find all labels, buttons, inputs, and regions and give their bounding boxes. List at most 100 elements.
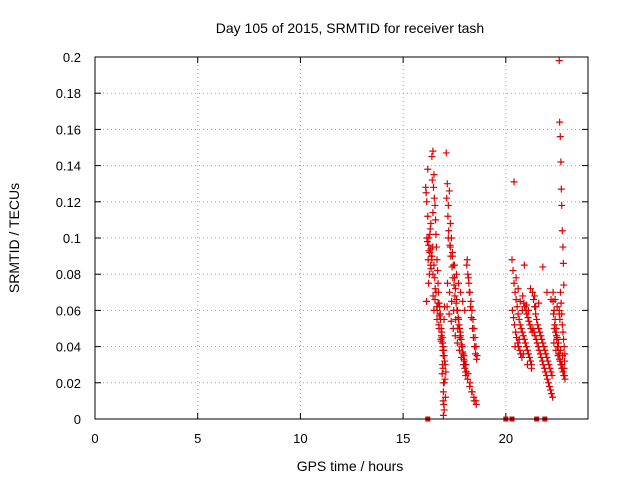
x-tick-label: 0 <box>91 431 98 446</box>
data-point <box>549 288 557 296</box>
data-point <box>467 314 475 322</box>
data-point <box>525 353 533 361</box>
data-point <box>518 353 526 361</box>
data-point <box>448 252 456 260</box>
data-point <box>464 274 472 282</box>
data-point <box>430 194 438 202</box>
data-point <box>509 267 517 275</box>
data-point <box>526 357 534 365</box>
y-tick-label: 0.18 <box>56 86 81 101</box>
data-point <box>532 310 540 318</box>
y-tick-label: 0.08 <box>56 267 81 282</box>
data-point <box>510 279 518 287</box>
data-point <box>524 314 532 322</box>
data-point <box>468 306 476 314</box>
data-point <box>551 296 559 304</box>
data-point <box>530 328 538 336</box>
data-point <box>470 397 478 405</box>
data-point <box>516 346 524 354</box>
data-point <box>446 220 454 228</box>
data-point <box>441 357 449 365</box>
data-point <box>508 256 516 264</box>
data-point <box>514 285 522 293</box>
data-point <box>452 299 460 307</box>
data-point <box>525 317 533 325</box>
y-axis-label: SRMTID / TECUs <box>6 183 22 293</box>
data-point <box>440 401 448 409</box>
data-point <box>435 325 443 332</box>
data-point <box>426 230 434 238</box>
y-tick-label: 0.02 <box>56 376 81 391</box>
data-point <box>464 270 472 278</box>
y-tick-label: 0.1 <box>63 231 81 246</box>
data-point <box>554 343 562 351</box>
x-tick-label: 5 <box>194 431 201 446</box>
data-point <box>537 353 545 361</box>
data-point <box>515 335 523 343</box>
data-point <box>448 297 456 305</box>
data-point <box>429 209 437 217</box>
data-point <box>526 285 534 293</box>
data-point <box>424 212 432 220</box>
data-point <box>553 303 561 311</box>
y-tick-label: 0.04 <box>56 340 81 355</box>
data-point <box>431 285 439 293</box>
data-point <box>521 339 529 347</box>
data-point <box>430 183 438 191</box>
chart-title: Day 105 of 2015, SRMTID for receiver tas… <box>216 20 484 36</box>
data-point <box>529 288 537 296</box>
data-point <box>556 118 564 126</box>
data-point <box>510 321 518 329</box>
x-tick-label: 20 <box>499 431 513 446</box>
data-point <box>447 317 455 325</box>
data-point <box>508 306 516 314</box>
data-point <box>469 325 477 332</box>
axis-ticks: 0 0.02 0.04 0.06 0.08 0.1 0.12 0.14 0.16 0.18 0.2 0… <box>56 50 588 446</box>
data-point <box>442 368 450 376</box>
data-point <box>438 334 446 342</box>
data-point <box>462 361 470 369</box>
data-point <box>560 343 568 351</box>
grid <box>95 57 588 419</box>
x-tick-label: 10 <box>293 431 307 446</box>
data-point <box>455 279 463 287</box>
data-point <box>523 361 531 369</box>
data-point <box>543 375 551 383</box>
y-tick-label: 0 <box>74 412 81 427</box>
data-point <box>539 361 547 369</box>
data-point <box>445 187 453 195</box>
data-point <box>431 296 439 304</box>
data-point <box>464 370 472 378</box>
data-point <box>451 292 459 300</box>
data-point <box>438 370 446 378</box>
data-point <box>526 321 534 329</box>
data-point <box>436 310 444 318</box>
data-point <box>443 279 451 287</box>
data-point <box>432 230 440 238</box>
data-point <box>543 288 551 296</box>
data-point <box>556 133 564 141</box>
data-point <box>552 332 560 340</box>
data-point <box>431 201 439 209</box>
data-point <box>561 350 569 358</box>
data-point <box>559 243 567 251</box>
data-point <box>556 315 564 323</box>
data-point <box>547 386 555 394</box>
data-point <box>440 315 448 323</box>
data-point <box>425 279 433 287</box>
y-tick-label: 0.14 <box>56 159 81 174</box>
data-point <box>518 328 526 336</box>
data-point <box>561 375 569 383</box>
data-point <box>432 216 440 224</box>
data-point <box>434 267 442 275</box>
data-point <box>434 279 442 287</box>
data-point <box>463 256 471 264</box>
y-tick-label: 0.06 <box>56 303 81 318</box>
data-point <box>520 261 528 269</box>
data-point <box>443 180 451 188</box>
data-point <box>561 357 569 365</box>
data-point <box>452 315 460 323</box>
data-point <box>446 243 454 251</box>
data-point <box>458 343 466 351</box>
data-point <box>445 227 453 235</box>
